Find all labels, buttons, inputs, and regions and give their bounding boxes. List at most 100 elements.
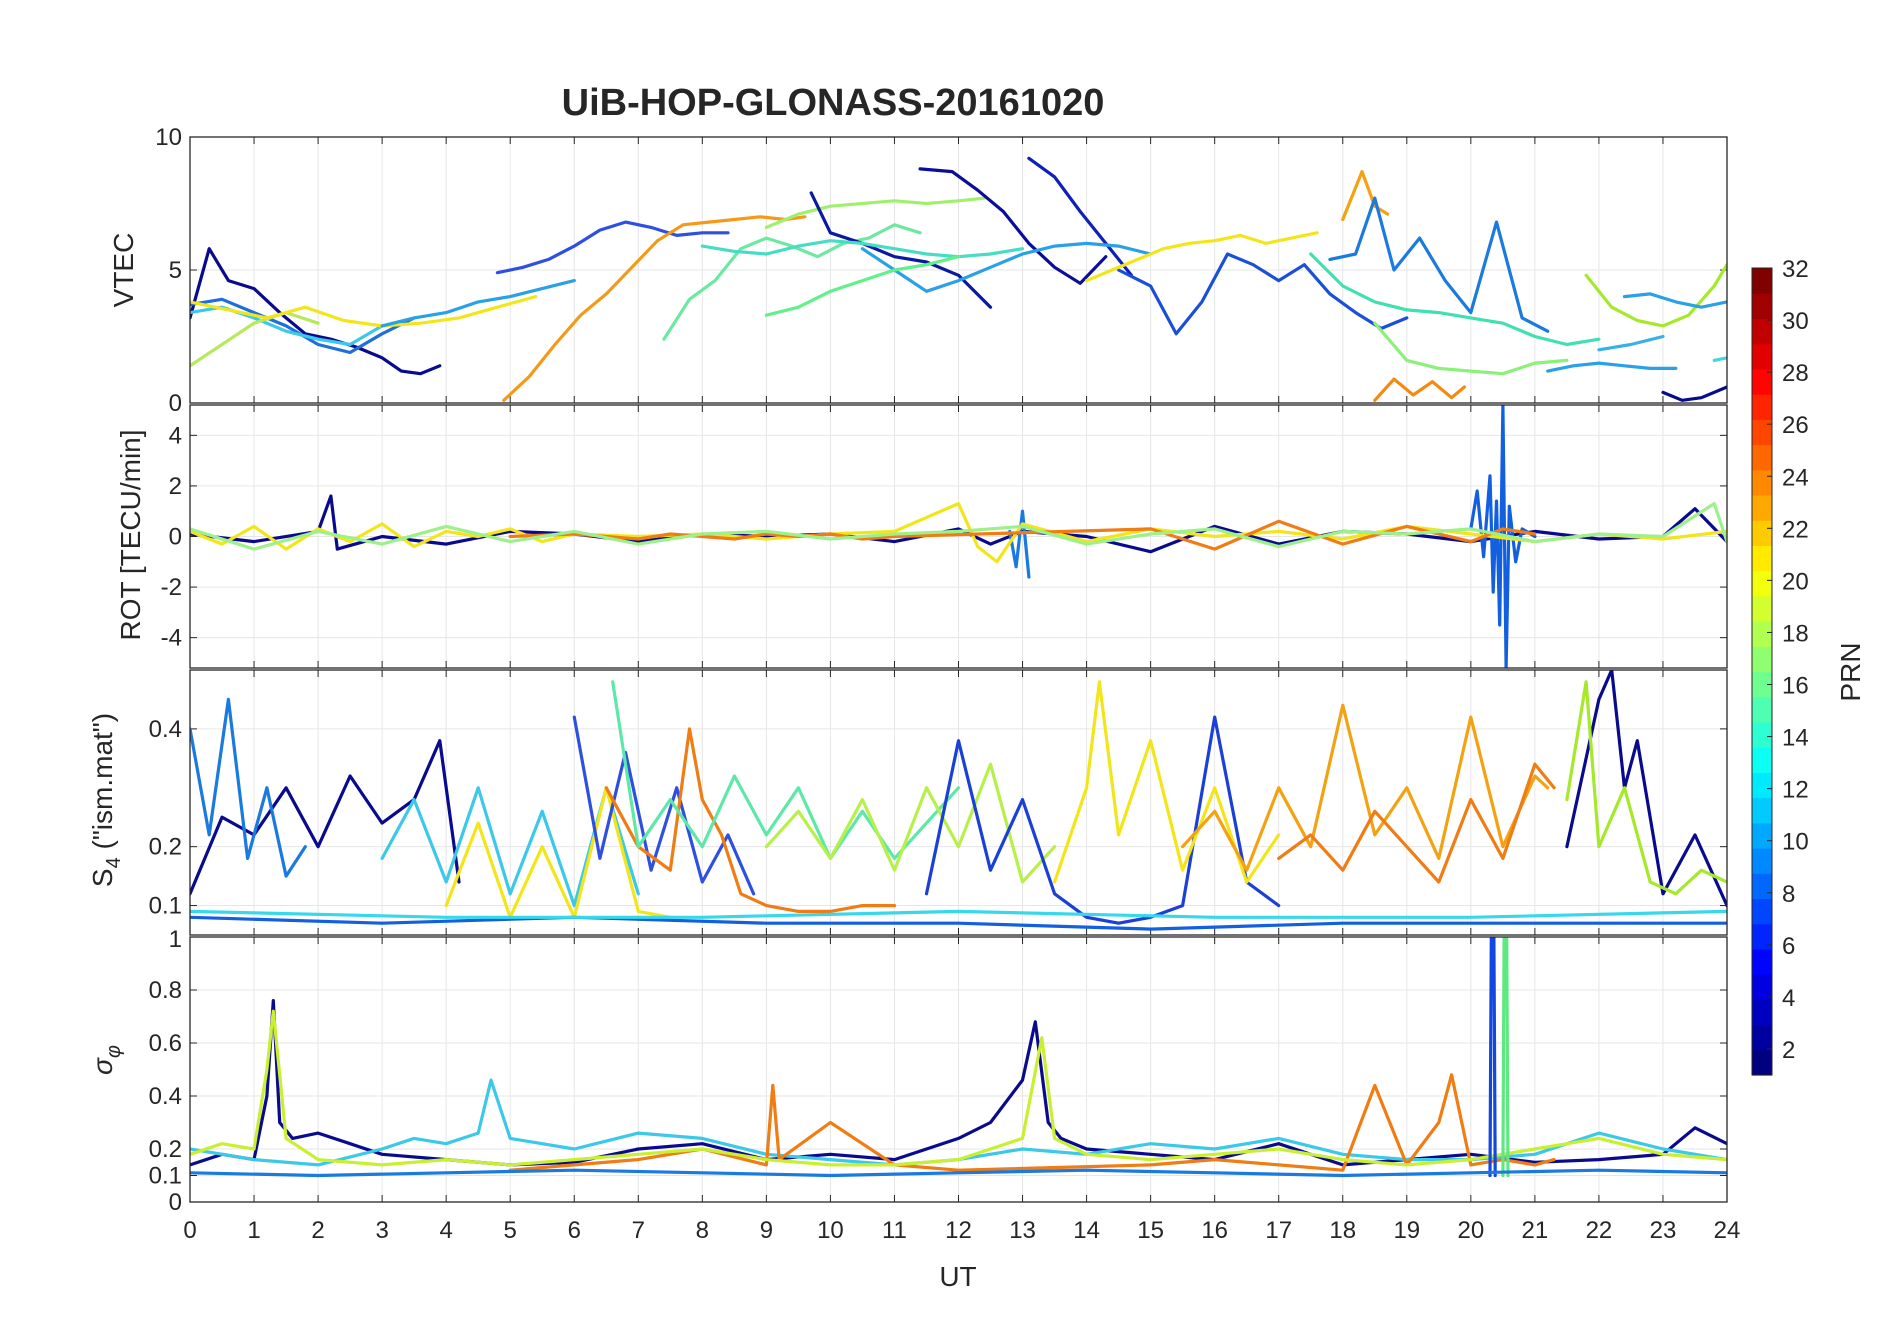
series-line — [502, 215, 807, 402]
series-line — [190, 697, 307, 878]
series-line — [1565, 680, 1727, 896]
x-tick-label: 4 — [439, 1217, 452, 1244]
y-tick-label: 0.6 — [149, 1030, 182, 1057]
x-tick-label: 2 — [311, 1217, 324, 1244]
series-line — [604, 727, 897, 913]
colorbar-tick-label: 16 — [1782, 673, 1809, 700]
y-tick-label: -4 — [161, 625, 182, 652]
y-tick-label: 0 — [169, 1189, 182, 1216]
colorbar-segment — [1752, 848, 1772, 874]
y-tick-label: 0.1 — [149, 893, 182, 920]
colorbar-segment — [1752, 747, 1772, 773]
axes-box — [189, 669, 1728, 936]
series-line — [700, 239, 1025, 259]
vtec-axis-label: VTEC — [108, 233, 139, 308]
colorbar-tick-label: 26 — [1782, 412, 1809, 439]
colorbar-tick-label: 22 — [1782, 516, 1809, 543]
colorbar-segment — [1752, 873, 1772, 900]
colorbar-segment — [1752, 1049, 1772, 1076]
s4-axis-label: S4 ("ism.mat") — [87, 713, 125, 887]
y-tick-label: 5 — [169, 257, 182, 284]
series-line — [380, 279, 576, 328]
y-tick-label: 0.4 — [149, 716, 182, 743]
colorbar-tick-label: 24 — [1782, 464, 1809, 491]
series-line — [1328, 196, 1550, 333]
colorbar-tick-label: 2 — [1782, 1037, 1795, 1064]
x-tick-label: 8 — [696, 1217, 709, 1244]
colorbar-tick-label: 12 — [1782, 777, 1809, 804]
x-tick-label: 6 — [568, 1217, 581, 1244]
series-line — [918, 167, 1108, 285]
series-line — [1277, 762, 1556, 884]
rot-axis-label: ROT [TECU/min] — [115, 429, 146, 640]
colorbar-tick-label: 20 — [1782, 568, 1809, 595]
series-line — [1712, 356, 1727, 362]
colorbar-tick-label: 8 — [1782, 881, 1795, 908]
y-tick-label: 0.1 — [149, 1163, 182, 1190]
x-tick-label: 23 — [1650, 1217, 1677, 1244]
colorbar-segment — [1752, 974, 1772, 1000]
colorbar-tick-label: 32 — [1782, 256, 1809, 283]
x-tick-label: 22 — [1586, 1217, 1613, 1244]
ut-axis-label: UT — [939, 1261, 976, 1292]
series-line — [190, 311, 320, 368]
colorbar-segment — [1752, 419, 1772, 446]
sigma-phi-panel: 00.10.20.40.60.810 1 2 3 4 5 6 7 8 9 10 11 12 13 14 15 1… — [149, 926, 1741, 1244]
colorbar-segment — [1752, 721, 1772, 748]
series-line — [1501, 937, 1510, 1178]
series-line — [1008, 509, 1031, 579]
colorbar-segment — [1752, 520, 1772, 547]
series-line — [1117, 252, 1409, 336]
y-tick-label: 10 — [155, 124, 182, 151]
series-line — [190, 909, 1727, 919]
colorbar-segment — [1752, 368, 1772, 395]
colorbar-segment — [1752, 898, 1772, 925]
colorbar-segment — [1752, 696, 1772, 723]
colorbar-segment — [1752, 822, 1772, 849]
series-line — [1584, 263, 1727, 328]
y-tick-label: 0.8 — [149, 977, 182, 1004]
series-line — [1622, 292, 1727, 309]
x-tick-label: 10 — [817, 1217, 844, 1244]
series-group — [190, 670, 1727, 931]
series-line — [809, 191, 993, 309]
prn-colorbar-label: PRN — [1835, 642, 1866, 701]
colorbar-tick-label: 18 — [1782, 620, 1809, 647]
series-line — [764, 762, 1057, 884]
series-line — [1085, 231, 1319, 283]
colorbar-segment — [1752, 394, 1772, 420]
colorbar-segment — [1752, 545, 1772, 572]
chart-title: UiB-HOP-GLONASS-20161020 — [562, 82, 1105, 124]
y-tick-label: 0.2 — [149, 1136, 182, 1163]
y-tick-label: -2 — [161, 574, 182, 601]
series-line — [190, 1168, 1727, 1178]
colorbar-segment — [1752, 797, 1772, 824]
x-tick-label: 18 — [1329, 1217, 1356, 1244]
colorbar-segment — [1752, 570, 1772, 597]
axes-box — [189, 936, 1728, 1203]
colorbar-tick-label: 30 — [1782, 308, 1809, 335]
x-tick-label: 24 — [1714, 1217, 1741, 1244]
colorbar-tick-label: 6 — [1782, 933, 1795, 960]
colorbar-tick-label: 10 — [1782, 829, 1809, 856]
colorbar-segment — [1752, 343, 1772, 370]
colorbar-segment — [1752, 494, 1772, 521]
series-line — [1565, 670, 1727, 908]
x-tick-label: 12 — [945, 1217, 972, 1244]
colorbar-segment — [1752, 671, 1772, 698]
series-group — [190, 937, 1727, 1178]
y-tick-label: 0 — [169, 524, 182, 551]
series-line — [1373, 321, 1569, 376]
colorbar-segment — [1752, 595, 1772, 622]
colorbar-segment — [1752, 268, 1772, 294]
colorbar-segment — [1752, 948, 1772, 975]
x-tick-label: 13 — [1009, 1217, 1036, 1244]
colorbar-segment — [1752, 1024, 1772, 1051]
colorbar-tick-label: 4 — [1782, 985, 1795, 1012]
series-line — [508, 1073, 1556, 1172]
series-group — [190, 156, 1727, 402]
series-line — [444, 786, 672, 919]
colorbar-segment — [1752, 444, 1772, 471]
series-line — [190, 295, 538, 328]
y-tick-label: 0.2 — [149, 834, 182, 861]
